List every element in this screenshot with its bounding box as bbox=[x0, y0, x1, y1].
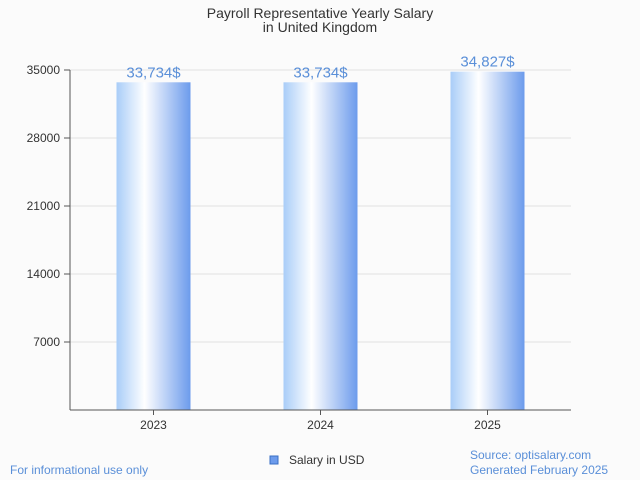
legend-label: Salary in USD bbox=[289, 453, 365, 467]
data-labels: 33,734$ 33,734$ 34,827$ bbox=[126, 54, 515, 82]
data-label: 33,734$ bbox=[126, 64, 181, 81]
footer-disclaimer: For informational use only bbox=[10, 463, 148, 477]
x-tick-label: 2024 bbox=[307, 418, 334, 432]
data-label: 34,827$ bbox=[460, 54, 515, 71]
y-tick-label: 14000 bbox=[27, 267, 61, 281]
chart-title-line-1: Payroll Representative Yearly Salary bbox=[207, 5, 433, 21]
footer-generated: Generated February 2025 bbox=[470, 463, 608, 477]
bar-2023 bbox=[116, 82, 191, 411]
footer-source: Source: optisalary.com bbox=[470, 448, 591, 462]
y-tick-label: 7000 bbox=[33, 335, 60, 349]
chart-title-line-2: in United Kingdom bbox=[263, 19, 377, 35]
bar-2024 bbox=[283, 82, 358, 411]
legend-swatch bbox=[269, 455, 279, 465]
data-label: 33,734$ bbox=[293, 64, 348, 81]
y-ticks: 7000 14000 21000 28000 35000 bbox=[27, 63, 70, 349]
legend: Salary in USD bbox=[269, 453, 365, 467]
y-tick-label: 21000 bbox=[27, 199, 61, 213]
x-ticks: 2023 2024 2025 bbox=[140, 410, 501, 432]
bars bbox=[116, 71, 525, 411]
x-tick-label: 2025 bbox=[474, 418, 501, 432]
y-tick-label: 35000 bbox=[27, 63, 61, 77]
y-tick-label: 28000 bbox=[27, 131, 61, 145]
x-tick-label: 2023 bbox=[140, 418, 167, 432]
bar-2025 bbox=[450, 71, 525, 410]
